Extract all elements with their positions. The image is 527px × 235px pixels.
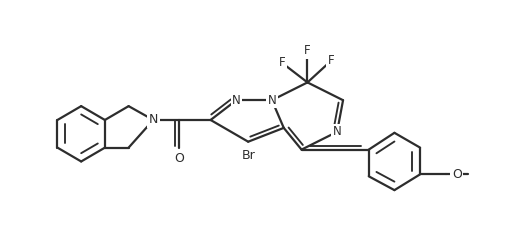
Text: Br: Br [241,149,255,162]
Text: O: O [174,152,184,165]
Text: N: N [333,125,341,138]
Text: F: F [304,44,311,57]
Text: O: O [452,168,462,181]
Text: F: F [328,54,335,67]
Text: N: N [232,94,241,107]
Text: N: N [268,94,276,107]
Text: N: N [149,114,158,126]
Text: F: F [278,56,285,69]
